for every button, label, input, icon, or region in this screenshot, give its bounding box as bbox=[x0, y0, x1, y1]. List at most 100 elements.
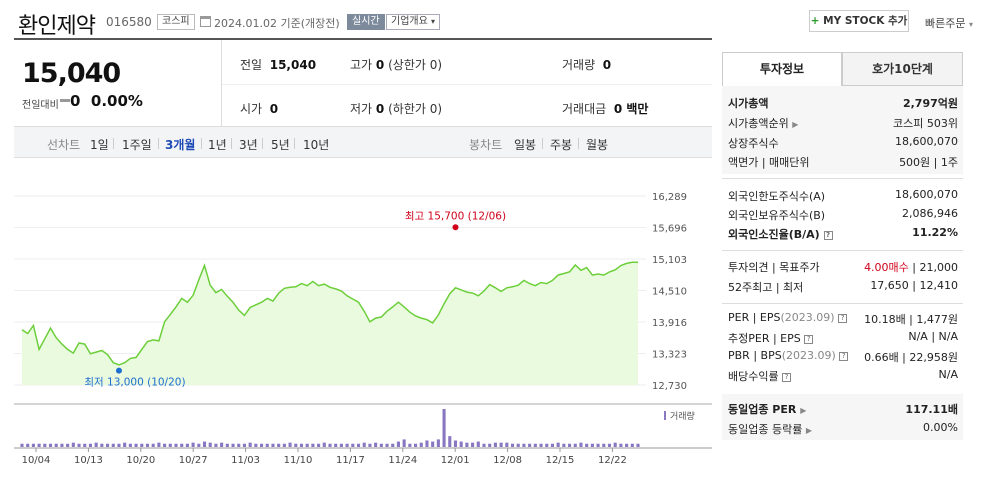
line-chart-label: 선차트 bbox=[47, 138, 81, 152]
realtime-button[interactable]: 실시간 bbox=[347, 14, 385, 30]
tab-daily[interactable]: 일봉 bbox=[514, 138, 537, 152]
stock-name[interactable]: 환인제약 bbox=[18, 14, 96, 39]
price-chart[interactable]: 16,289 15,696 15,103 14,510 13,916 13,323 12,7… bbox=[14, 160, 712, 476]
y-tick-label: 15,696 bbox=[652, 223, 687, 234]
divider bbox=[262, 138, 263, 149]
x-tick-label: 10/13 bbox=[74, 455, 103, 466]
volume-bar bbox=[288, 442, 292, 447]
volume-bar bbox=[334, 443, 338, 447]
foreign-hold-label: 외국인보유주식수(B) bbox=[728, 209, 826, 222]
volume-bar bbox=[414, 443, 418, 447]
tab-weekly[interactable]: 주봉 bbox=[550, 138, 573, 152]
dividend-row: 배당수익률 ? N/A bbox=[728, 368, 958, 384]
tab-monthly[interactable]: 월봉 bbox=[586, 138, 609, 152]
divider bbox=[542, 138, 543, 149]
tab-1d[interactable]: 1일 bbox=[90, 138, 109, 152]
market-cap-value: 2,797억원 bbox=[902, 97, 958, 110]
est-per-value: N/A | N/A bbox=[908, 330, 958, 343]
volume-bar bbox=[117, 443, 121, 447]
tab-1w[interactable]: 1주일 bbox=[122, 138, 152, 152]
volume-bar bbox=[471, 442, 475, 447]
panel-section bbox=[722, 394, 963, 440]
panel-section bbox=[722, 303, 963, 389]
volume-bar bbox=[379, 443, 383, 447]
volume-bar bbox=[248, 442, 252, 447]
volume-bar bbox=[425, 440, 429, 447]
foreign-ratio-label-wrap: 외국인소진율(B/A) ? bbox=[728, 226, 833, 242]
volume-bar bbox=[174, 443, 178, 447]
volume-bar bbox=[271, 443, 275, 447]
volume-bar bbox=[94, 442, 98, 447]
industry-per-row[interactable]: 동일업종 PER ▶ 117.11배 bbox=[728, 401, 958, 417]
volume-bars bbox=[20, 409, 640, 447]
pbr-year: (2023.09) bbox=[781, 349, 836, 362]
foreign-ratio-row: 외국인소진율(B/A) ? 11.22% bbox=[728, 226, 958, 242]
my-stock-add-button[interactable]: + MY STOCK 추가 bbox=[809, 10, 909, 32]
x-tick-label: 10/04 bbox=[22, 455, 51, 466]
per-year: (2023.09) bbox=[780, 311, 835, 324]
volume-bar bbox=[528, 443, 532, 447]
volume-bar bbox=[619, 443, 623, 447]
volume-bar bbox=[220, 442, 224, 447]
volume-bar bbox=[54, 443, 58, 447]
tab-3m[interactable]: 3개월 bbox=[165, 138, 196, 152]
divider bbox=[222, 84, 712, 85]
low-label: 저가 bbox=[350, 102, 373, 116]
divider bbox=[231, 138, 232, 149]
x-tick-label: 10/20 bbox=[126, 455, 155, 466]
tab-10y[interactable]: 10년 bbox=[303, 138, 330, 152]
arrow-right-icon: ▶ bbox=[792, 120, 799, 129]
volume-bar bbox=[510, 443, 515, 447]
min-point bbox=[115, 367, 122, 374]
industry-change-row[interactable]: 동일업종 등락률 ▶ 0.00% bbox=[728, 421, 958, 437]
tab-1y[interactable]: 1년 bbox=[208, 138, 227, 152]
stock-header: 환인제약 016580 코스피 2024.01.02 기준(개장전) 실시간 기… bbox=[0, 0, 985, 42]
volume-bar bbox=[630, 443, 634, 447]
volume-bar bbox=[231, 443, 235, 447]
help-icon[interactable]: ? bbox=[839, 351, 849, 361]
calendar-icon bbox=[200, 16, 211, 27]
tab-5y[interactable]: 5년 bbox=[271, 138, 290, 152]
quick-order-button[interactable]: 빠른주문 ▾ bbox=[925, 15, 973, 31]
volume-bar bbox=[636, 443, 640, 447]
x-tick-label: 12/22 bbox=[598, 455, 627, 466]
foreign-ratio-label: 외국인소진율(B/A) bbox=[728, 228, 820, 241]
volume-bar bbox=[214, 443, 218, 447]
volume-bar bbox=[191, 442, 195, 447]
prev-close-value: 15,040 bbox=[269, 58, 317, 72]
help-icon[interactable]: ? bbox=[838, 313, 848, 323]
volume-bar bbox=[185, 443, 189, 447]
volume-bar bbox=[368, 443, 372, 447]
corp-info-dropdown[interactable]: 기업개요 ▾ bbox=[386, 14, 441, 30]
volume-bar bbox=[522, 443, 526, 447]
rank-row[interactable]: 시가총액순위 ▶ 코스피 503위 bbox=[728, 115, 958, 131]
market-cap-label: 시가총액 bbox=[728, 97, 769, 110]
help-icon[interactable]: ? bbox=[804, 334, 814, 344]
tab-3y[interactable]: 3년 bbox=[239, 138, 258, 152]
volume-bar bbox=[539, 443, 543, 447]
industry-per-value: 117.11배 bbox=[905, 403, 958, 416]
x-tick-label: 11/10 bbox=[284, 455, 313, 466]
volume-label: 거래량 bbox=[562, 58, 596, 72]
volume-bar bbox=[465, 442, 469, 447]
volume-bar bbox=[499, 442, 503, 447]
trade-amount: 거래대금 0 백만 bbox=[562, 100, 648, 117]
volume-bar bbox=[328, 443, 332, 447]
tab-orderbook[interactable]: 호가10단계 bbox=[842, 52, 963, 86]
volume-bar bbox=[436, 439, 440, 447]
arrow-right-icon: ▶ bbox=[800, 406, 807, 415]
volume-bar bbox=[43, 443, 47, 447]
shares-value: 18,600,070 bbox=[895, 135, 958, 148]
x-axis-ticks: 10/04 10/13 10/20 10/27 11/03 11/10 11/17 11/24… bbox=[22, 448, 627, 466]
volume-bar bbox=[157, 442, 161, 447]
help-icon[interactable]: ? bbox=[782, 372, 792, 382]
x-tick-label: 12/08 bbox=[493, 455, 522, 466]
price-chart-svg: 16,289 15,696 15,103 14,510 13,916 13,323 12,7… bbox=[14, 192, 712, 466]
help-icon[interactable]: ? bbox=[823, 230, 833, 240]
volume-bar bbox=[242, 443, 246, 447]
volume-bar bbox=[31, 443, 35, 447]
industry-change-label: 동일업종 등락률 bbox=[728, 423, 803, 436]
per-row: PER | EPS(2023.09) ? 10.18배 | 1,477원 bbox=[728, 311, 958, 327]
tab-invest-info[interactable]: 투자정보 bbox=[722, 52, 842, 86]
week52-value: 17,650 | 12,410 bbox=[870, 279, 958, 292]
